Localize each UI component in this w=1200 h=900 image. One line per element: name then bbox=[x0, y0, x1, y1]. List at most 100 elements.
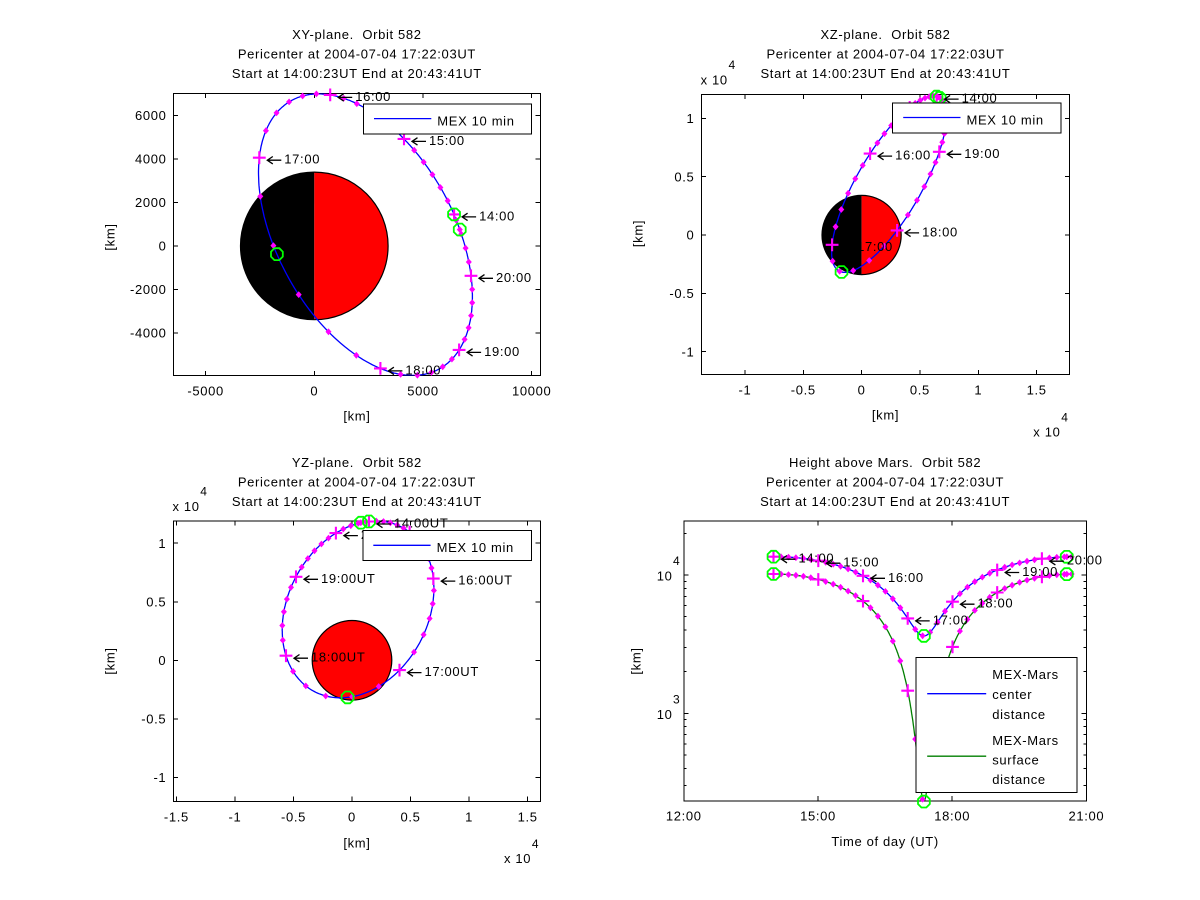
svg-text:1.5: 1.5 bbox=[1027, 382, 1047, 397]
svg-text:center: center bbox=[992, 687, 1032, 702]
svg-text:Start at 14:00:23UT End at 20:: Start at 14:00:23UT End at 20:43:41UT bbox=[232, 66, 482, 81]
svg-text:0.5: 0.5 bbox=[146, 594, 166, 609]
svg-text:MEX-Mars: MEX-Mars bbox=[992, 733, 1059, 748]
svg-text:Pericenter at 2004-07-04 17:22: Pericenter at 2004-07-04 17:22:03UT bbox=[238, 47, 476, 62]
svg-text:Pericenter at 2004-07-04 17:22: Pericenter at 2004-07-04 17:22:03UT bbox=[238, 474, 476, 489]
svg-text:Time of day (UT): Time of day (UT) bbox=[831, 834, 938, 849]
svg-text:0.5: 0.5 bbox=[400, 810, 420, 825]
svg-text:15:00: 15:00 bbox=[429, 133, 465, 148]
svg-text:-5000: -5000 bbox=[187, 383, 224, 398]
svg-text:surface: surface bbox=[992, 753, 1039, 768]
svg-text:distance: distance bbox=[992, 707, 1046, 722]
svg-text:Start at 14:00:23UT End at 20:: Start at 14:00:23UT End at 20:43:41UT bbox=[232, 494, 482, 509]
svg-text:4: 4 bbox=[1061, 411, 1068, 425]
svg-text:5000: 5000 bbox=[407, 383, 439, 398]
svg-text:19:00: 19:00 bbox=[1022, 564, 1058, 579]
svg-text:0: 0 bbox=[310, 383, 318, 398]
svg-text:12:00: 12:00 bbox=[666, 809, 702, 824]
svg-text:Pericenter at 2004-07-04 17:22: Pericenter at 2004-07-04 17:22:03UT bbox=[766, 474, 1004, 489]
svg-text:4: 4 bbox=[532, 837, 539, 851]
svg-text:0: 0 bbox=[687, 228, 695, 243]
svg-text:17:00: 17:00 bbox=[857, 239, 893, 254]
svg-text:[km]: [km] bbox=[343, 409, 370, 424]
svg-text:18:00: 18:00 bbox=[978, 596, 1014, 611]
svg-text:x 10: x 10 bbox=[701, 72, 728, 87]
svg-text:14:00UT: 14:00UT bbox=[394, 516, 448, 531]
svg-text:16:00UT: 16:00UT bbox=[458, 573, 512, 588]
svg-text:17:00UT: 17:00UT bbox=[425, 664, 479, 679]
svg-text:18:00: 18:00 bbox=[922, 224, 958, 239]
svg-text:[km]: [km] bbox=[103, 647, 118, 674]
svg-text:distance: distance bbox=[992, 772, 1046, 787]
svg-text:17:00: 17:00 bbox=[284, 152, 320, 167]
svg-text:-1: -1 bbox=[738, 382, 751, 397]
svg-text:-0.5: -0.5 bbox=[141, 711, 166, 726]
svg-text:MEX 10 min: MEX 10 min bbox=[437, 540, 514, 555]
svg-text:14:00: 14:00 bbox=[962, 91, 998, 106]
svg-text:-1.5: -1.5 bbox=[164, 810, 189, 825]
svg-text:[km]: [km] bbox=[343, 835, 370, 850]
svg-text:MEX 10 min: MEX 10 min bbox=[967, 112, 1044, 127]
svg-text:Start at 14:00:23UT End at 20:: Start at 14:00:23UT End at 20:43:41UT bbox=[760, 66, 1010, 81]
svg-text:4: 4 bbox=[673, 554, 680, 568]
svg-text:Height above Mars. Orbit 582: Height above Mars. Orbit 582 bbox=[789, 455, 981, 470]
svg-text:19:00UT: 19:00UT bbox=[321, 571, 375, 586]
svg-text:-0.5: -0.5 bbox=[281, 810, 306, 825]
svg-text:Start at 14:00:23UT End at 20:: Start at 14:00:23UT End at 20:43:41UT bbox=[760, 494, 1010, 509]
svg-text:4: 4 bbox=[200, 485, 207, 499]
svg-text:1: 1 bbox=[158, 536, 166, 551]
svg-text:MEX 10 min: MEX 10 min bbox=[437, 114, 514, 129]
svg-text:x 10: x 10 bbox=[504, 851, 531, 866]
svg-text:1.5: 1.5 bbox=[518, 810, 538, 825]
svg-text:[km]: [km] bbox=[631, 220, 646, 247]
svg-text:-0.5: -0.5 bbox=[669, 286, 694, 301]
svg-text:x 10: x 10 bbox=[173, 499, 200, 514]
svg-text:14:00: 14:00 bbox=[479, 208, 515, 223]
svg-text:0: 0 bbox=[858, 382, 866, 397]
svg-text:6000: 6000 bbox=[135, 108, 167, 123]
svg-text:XY-plane. Orbit 582: XY-plane. Orbit 582 bbox=[292, 27, 422, 42]
svg-text:YZ-plane. Orbit 582: YZ-plane. Orbit 582 bbox=[292, 455, 422, 470]
svg-text:1: 1 bbox=[687, 111, 695, 126]
svg-text:MEX-Mars: MEX-Mars bbox=[992, 667, 1059, 682]
svg-text:10: 10 bbox=[657, 569, 673, 584]
svg-text:20:00: 20:00 bbox=[496, 270, 532, 285]
svg-text:0: 0 bbox=[159, 239, 167, 254]
svg-text:4: 4 bbox=[729, 58, 736, 72]
svg-text:16:00: 16:00 bbox=[888, 570, 924, 585]
svg-text:10: 10 bbox=[657, 707, 673, 722]
svg-text:-1: -1 bbox=[228, 810, 241, 825]
svg-text:-0.5: -0.5 bbox=[791, 382, 816, 397]
svg-text:XZ-plane. Orbit 582: XZ-plane. Orbit 582 bbox=[820, 27, 950, 42]
svg-text:19:00: 19:00 bbox=[964, 146, 1000, 161]
svg-text:2000: 2000 bbox=[135, 195, 167, 210]
svg-text:4000: 4000 bbox=[135, 152, 167, 167]
svg-text:[km]: [km] bbox=[872, 408, 899, 423]
svg-text:17:00: 17:00 bbox=[933, 612, 969, 627]
svg-text:0: 0 bbox=[158, 653, 166, 668]
svg-text:18:00UT: 18:00UT bbox=[311, 650, 365, 665]
svg-text:15:00: 15:00 bbox=[800, 809, 836, 824]
svg-text:21:00: 21:00 bbox=[1069, 809, 1105, 824]
svg-text:15:00: 15:00 bbox=[843, 555, 879, 570]
svg-text:[km]: [km] bbox=[629, 647, 644, 674]
svg-text:0.5: 0.5 bbox=[910, 382, 930, 397]
svg-text:18:00: 18:00 bbox=[934, 809, 970, 824]
svg-text:19:00: 19:00 bbox=[484, 344, 520, 359]
svg-text:[km]: [km] bbox=[103, 223, 118, 250]
svg-text:-2000: -2000 bbox=[130, 282, 167, 297]
svg-text:Pericenter at 2004-07-04 17:22: Pericenter at 2004-07-04 17:22:03UT bbox=[766, 47, 1004, 62]
svg-text:x 10: x 10 bbox=[1033, 425, 1060, 440]
svg-text:0.5: 0.5 bbox=[674, 169, 694, 184]
svg-text:3: 3 bbox=[673, 692, 680, 706]
svg-text:16:00: 16:00 bbox=[895, 148, 931, 163]
svg-text:10000: 10000 bbox=[512, 383, 551, 398]
svg-text:-4000: -4000 bbox=[130, 326, 167, 341]
svg-text:18:00: 18:00 bbox=[405, 362, 441, 377]
svg-text:1: 1 bbox=[465, 810, 473, 825]
svg-text:14:00: 14:00 bbox=[799, 551, 835, 566]
svg-text:0: 0 bbox=[348, 810, 356, 825]
svg-text:20:00: 20:00 bbox=[1067, 553, 1103, 568]
svg-text:16:00: 16:00 bbox=[355, 89, 391, 104]
svg-text:-1: -1 bbox=[682, 344, 695, 359]
